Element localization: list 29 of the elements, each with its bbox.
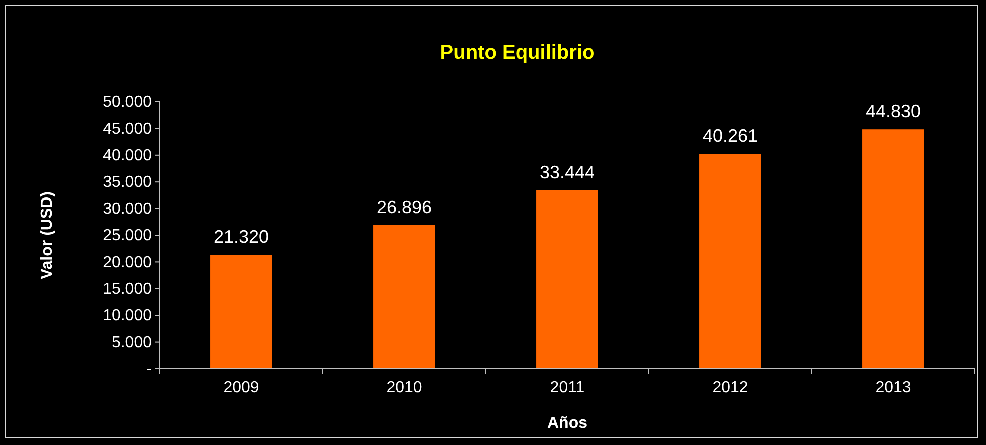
y-tick-label: 45.000 [103,120,152,138]
data-label: 44.830 [866,102,922,122]
x-tick-label: 2013 [876,379,912,396]
data-label: 33.444 [540,162,596,182]
y-tick-label: 30.000 [103,200,152,218]
y-tick-label: 50.000 [103,94,152,112]
bar [536,190,598,369]
bar [700,154,762,369]
x-tick-label: 2010 [386,379,422,396]
x-tick-label: 2012 [712,379,748,396]
y-tick-label: 10.000 [103,308,152,325]
x-tick-label: 2009 [224,379,260,396]
y-tick-label: 40.000 [103,148,152,165]
x-tick-label: 2011 [550,379,585,396]
bar [210,255,272,369]
y-tick-label: 35.000 [103,174,152,192]
data-label: 40.261 [702,126,758,146]
y-tick-label: 25.000 [103,228,152,245]
data-label: 21.320 [214,227,270,248]
bar [374,225,436,369]
y-axis-title: Valor (USD) [39,191,56,280]
y-tick-label: 20.000 [103,254,152,272]
y-tick-label: 15.000 [103,281,152,298]
y-tick-label: 5.000 [112,334,152,352]
data-label: 26.896 [376,197,432,218]
chart-title: Punto Equilibrio [440,42,595,64]
bar [862,130,924,369]
x-axis-title: Años [548,415,588,432]
y-tick-label: - [146,361,152,378]
